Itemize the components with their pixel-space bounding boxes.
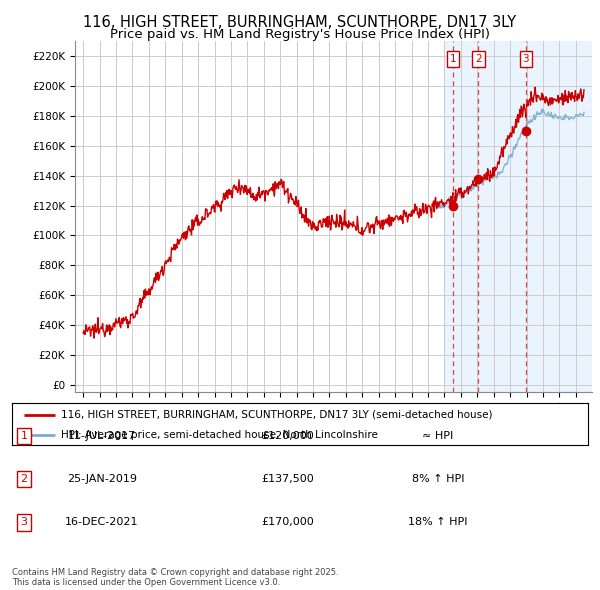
- Text: ≈ HPI: ≈ HPI: [422, 431, 454, 441]
- Text: 25-JAN-2019: 25-JAN-2019: [67, 474, 137, 484]
- Text: 3: 3: [523, 54, 529, 64]
- Text: 8% ↑ HPI: 8% ↑ HPI: [412, 474, 464, 484]
- Text: Price paid vs. HM Land Registry's House Price Index (HPI): Price paid vs. HM Land Registry's House …: [110, 28, 490, 41]
- Text: 116, HIGH STREET, BURRINGHAM, SCUNTHORPE, DN17 3LY: 116, HIGH STREET, BURRINGHAM, SCUNTHORPE…: [83, 15, 517, 30]
- Text: 11-JUL-2017: 11-JUL-2017: [68, 431, 136, 441]
- Text: £120,000: £120,000: [262, 431, 314, 441]
- Text: £137,500: £137,500: [262, 474, 314, 484]
- Text: HPI: Average price, semi-detached house, North Lincolnshire: HPI: Average price, semi-detached house,…: [61, 430, 378, 440]
- Text: 3: 3: [20, 517, 28, 527]
- Text: 116, HIGH STREET, BURRINGHAM, SCUNTHORPE, DN17 3LY (semi-detached house): 116, HIGH STREET, BURRINGHAM, SCUNTHORPE…: [61, 410, 493, 420]
- Text: 18% ↑ HPI: 18% ↑ HPI: [408, 517, 468, 527]
- Text: 16-DEC-2021: 16-DEC-2021: [65, 517, 139, 527]
- Text: Contains HM Land Registry data © Crown copyright and database right 2025.
This d: Contains HM Land Registry data © Crown c…: [12, 568, 338, 587]
- Bar: [445, 41, 592, 392]
- Text: 2: 2: [20, 474, 28, 484]
- Text: 2: 2: [475, 54, 482, 64]
- Text: 1: 1: [20, 431, 28, 441]
- Text: 1: 1: [449, 54, 456, 64]
- Text: £170,000: £170,000: [262, 517, 314, 527]
